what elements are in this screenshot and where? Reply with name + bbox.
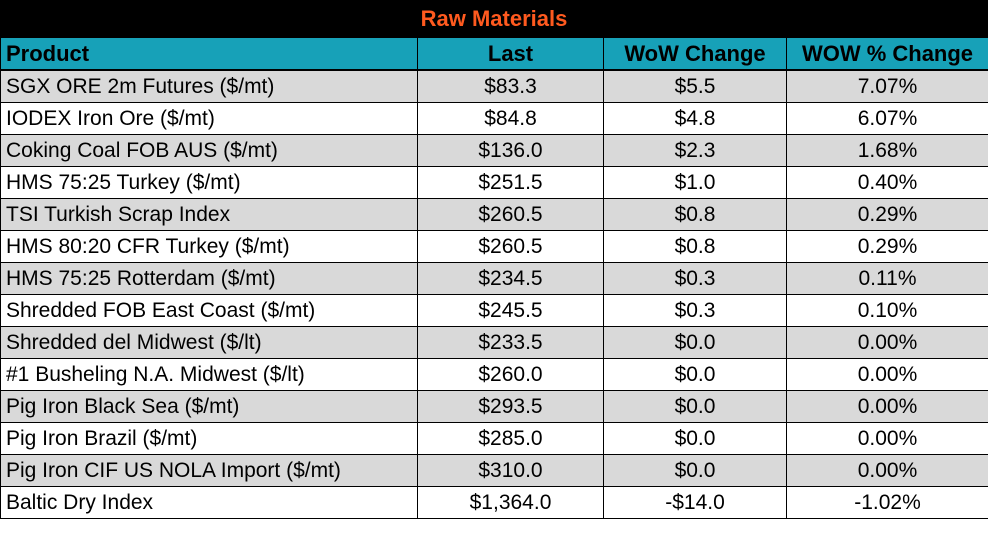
- cell-wow-pct-change: 6.07%: [786, 102, 988, 135]
- table-row: HMS 75:25 Turkey ($/mt) $251.5 $1.0 0.40%: [0, 166, 988, 199]
- cell-last: $310.0: [417, 454, 604, 487]
- cell-wow-change: $2.3: [603, 134, 787, 167]
- cell-product: Coking Coal FOB AUS ($/mt): [0, 134, 418, 167]
- cell-wow-change: $0.0: [603, 358, 787, 391]
- table-row: TSI Turkish Scrap Index $260.5 $0.8 0.29%: [0, 198, 988, 231]
- cell-wow-change: $0.0: [603, 390, 787, 423]
- cell-wow-pct-change: 0.10%: [786, 294, 988, 327]
- cell-last: $136.0: [417, 134, 604, 167]
- cell-last: $234.5: [417, 262, 604, 295]
- cell-product: Pig Iron Brazil ($/mt): [0, 422, 418, 455]
- cell-wow-change: $0.8: [603, 198, 787, 231]
- table-row: Shredded del Midwest ($/lt) $233.5 $0.0 0.0…: [0, 326, 988, 359]
- table-row: IODEX Iron Ore ($/mt) $84.8 $4.8 6.07%: [0, 102, 988, 135]
- cell-product: HMS 80:20 CFR Turkey ($/mt): [0, 230, 418, 263]
- cell-product: Pig Iron CIF US NOLA Import ($/mt): [0, 454, 418, 487]
- table-row: HMS 75:25 Rotterdam ($/mt) $234.5 $0.3 0.11…: [0, 262, 988, 295]
- cell-wow-change: $0.0: [603, 326, 787, 359]
- raw-materials-table: Product Last WoW Change WOW % Change SGX…: [0, 37, 988, 519]
- cell-wow-pct-change: 7.07%: [786, 69, 988, 103]
- cell-wow-pct-change: 0.29%: [786, 230, 988, 263]
- cell-product: HMS 75:25 Turkey ($/mt): [0, 166, 418, 199]
- cell-wow-change: $0.0: [603, 454, 787, 487]
- cell-wow-pct-change: 0.00%: [786, 358, 988, 391]
- cell-last: $251.5: [417, 166, 604, 199]
- table-row: HMS 80:20 CFR Turkey ($/mt) $260.5 $0.8 0.2…: [0, 230, 988, 263]
- cell-wow-change: $5.5: [603, 69, 787, 103]
- cell-product: TSI Turkish Scrap Index: [0, 198, 418, 231]
- table-title: Raw Materials: [0, 0, 988, 37]
- cell-product: HMS 75:25 Rotterdam ($/mt): [0, 262, 418, 295]
- table-row: Pig Iron Black Sea ($/mt) $293.5 $0.0 0.00%: [0, 390, 988, 423]
- column-header-product: Product: [0, 37, 418, 71]
- cell-wow-change: $1.0: [603, 166, 787, 199]
- cell-product: SGX ORE 2m Futures ($/mt): [0, 69, 418, 103]
- table-row: Pig Iron CIF US NOLA Import ($/mt) $310.0…: [0, 454, 988, 487]
- column-header-wow-change: WoW Change: [603, 37, 787, 71]
- cell-last: $260.0: [417, 358, 604, 391]
- cell-wow-pct-change: 0.00%: [786, 390, 988, 423]
- cell-product: Baltic Dry Index: [0, 486, 418, 519]
- table-row: Baltic Dry Index $1,364.0 -$14.0 -1.02%: [0, 486, 988, 519]
- cell-wow-pct-change: 1.68%: [786, 134, 988, 167]
- cell-product: Shredded FOB East Coast ($/mt): [0, 294, 418, 327]
- cell-last: $84.8: [417, 102, 604, 135]
- cell-product: Pig Iron Black Sea ($/mt): [0, 390, 418, 423]
- cell-wow-pct-change: 0.11%: [786, 262, 988, 295]
- cell-product: Shredded del Midwest ($/lt): [0, 326, 418, 359]
- header-row: Product Last WoW Change WOW % Change: [0, 37, 988, 71]
- cell-wow-change: $0.8: [603, 230, 787, 263]
- cell-wow-pct-change: 0.29%: [786, 198, 988, 231]
- cell-last: $260.5: [417, 198, 604, 231]
- cell-last: $285.0: [417, 422, 604, 455]
- cell-wow-change: $0.3: [603, 262, 787, 295]
- cell-last: $1,364.0: [417, 486, 604, 519]
- cell-wow-pct-change: 0.40%: [786, 166, 988, 199]
- table-row: SGX ORE 2m Futures ($/mt) $83.3 $5.5 7.07%: [0, 69, 988, 103]
- cell-wow-change: -$14.0: [603, 486, 787, 519]
- table-row: Coking Coal FOB AUS ($/mt) $136.0 $2.3 1.68…: [0, 134, 988, 167]
- table-row: Pig Iron Brazil ($/mt) $285.0 $0.0 0.00%: [0, 422, 988, 455]
- table-body: SGX ORE 2m Futures ($/mt) $83.3 $5.5 7.07% I…: [0, 69, 988, 519]
- cell-wow-pct-change: -1.02%: [786, 486, 988, 519]
- cell-product: #1 Busheling N.A. Midwest ($/lt): [0, 358, 418, 391]
- column-header-last: Last: [417, 37, 604, 71]
- cell-wow-change: $0.3: [603, 294, 787, 327]
- cell-wow-change: $4.8: [603, 102, 787, 135]
- table-row: Shredded FOB East Coast ($/mt) $245.5 $0.3…: [0, 294, 988, 327]
- cell-last: $83.3: [417, 69, 604, 103]
- cell-last: $293.5: [417, 390, 604, 423]
- cell-product: IODEX Iron Ore ($/mt): [0, 102, 418, 135]
- cell-last: $233.5: [417, 326, 604, 359]
- table-row: #1 Busheling N.A. Midwest ($/lt) $260.0 $0…: [0, 358, 988, 391]
- cell-wow-pct-change: 0.00%: [786, 454, 988, 487]
- cell-wow-change: $0.0: [603, 422, 787, 455]
- cell-last: $260.5: [417, 230, 604, 263]
- column-header-wow-pct-change: WOW % Change: [786, 37, 988, 71]
- cell-last: $245.5: [417, 294, 604, 327]
- cell-wow-pct-change: 0.00%: [786, 326, 988, 359]
- cell-wow-pct-change: 0.00%: [786, 422, 988, 455]
